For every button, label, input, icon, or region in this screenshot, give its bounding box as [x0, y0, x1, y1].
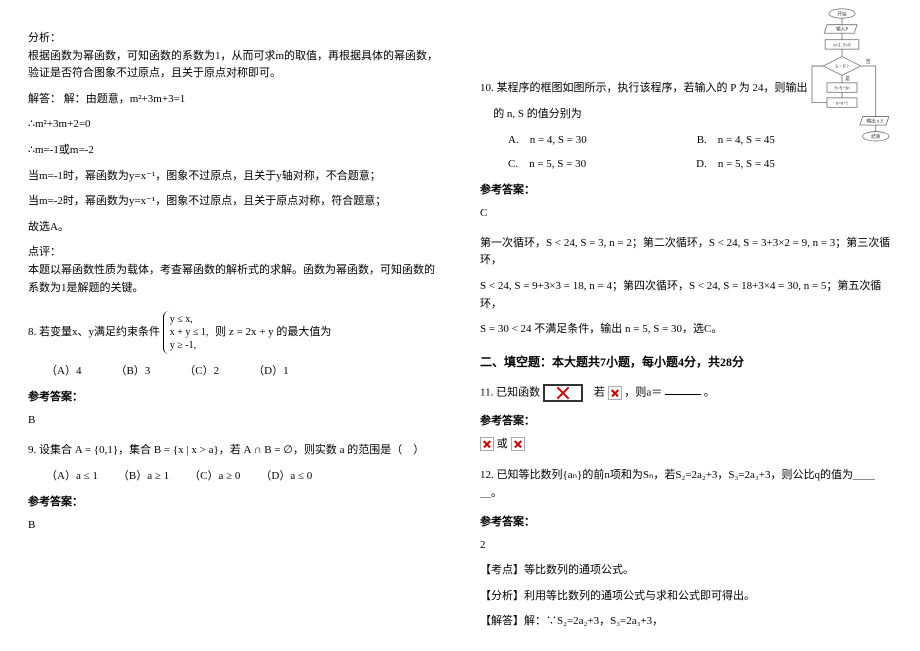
case2: 当m=-2时，幂函数为y=x⁻¹，图象不过原点，且关于原点对称，符合题意；	[28, 193, 440, 211]
solve-label: 解答：	[28, 93, 61, 105]
flow-no: 否	[866, 59, 871, 65]
q10-exp1: 第一次循环，S < 24, S = 3, n = 2；第二次循环，S < 24,…	[480, 235, 892, 270]
q8-answer: B	[28, 412, 440, 430]
q8-tail: 则 z = 2x + y 的最大值为	[215, 326, 331, 338]
q8-optC: （C）2	[184, 362, 219, 378]
q10-optD: D. n = 5, S = 45	[696, 155, 775, 171]
flow-body2: n=n+1	[836, 101, 849, 106]
q12-kaodian: 【考点】等比数列的通项公式。	[480, 562, 892, 580]
q11-stem-d: 。	[704, 386, 715, 398]
q11-ans-or: 或	[497, 438, 508, 450]
q9-optC: （C）a ≥ 0	[189, 467, 240, 483]
q9-optA: （A）a ≤ 1	[46, 467, 98, 483]
q11-stem-b: 若	[594, 386, 605, 398]
review-block: 点评： 本题以幂函数性质为载体，考查幂函数的解析式的求解。函数为幂函数，可知函数…	[28, 244, 440, 297]
left-column: 分析： 根据函数为幂函数，可知函数的系数为1，从而可求m的取值，再根据具体的幂函…	[0, 0, 460, 651]
flow-init: n=1, S=0	[833, 43, 851, 48]
q11-stem-a: 11. 已知函数	[480, 386, 540, 398]
q8-refans-label: 参考答案：	[28, 388, 440, 404]
eq1: ∴m²+3m+2=0	[28, 116, 440, 134]
q9-optD: （D）a ≤ 0	[260, 467, 312, 483]
q9-answer: B	[28, 517, 440, 535]
flowchart-diagram: 开始 输入P n=1, S=0 S < P ? 是 否 S=S+3n n=n+1…	[782, 6, 902, 156]
q8-optB: （B）3	[115, 362, 150, 378]
section-2-header: 二、填空题：本大题共7小题，每小题4分，共28分	[480, 353, 892, 370]
q8-optA: （A）4	[46, 362, 81, 378]
case1: 当m=-1时，幂函数为y=x⁻¹，图象不过原点，且关于y轴对称，不合题意；	[28, 168, 440, 186]
q10-exp2: S < 24, S = 9+3×3 = 18, n = 4；第四次循环，S < …	[480, 278, 892, 313]
blank-field	[665, 384, 701, 395]
q10-exp3: S = 30 < 24 不满足条件，输出 n = 5, S = 30，选C。	[480, 321, 892, 339]
q12-answer: 2	[480, 537, 892, 555]
broken-image-icon	[511, 437, 525, 451]
q8-c2: x + y ≤ 1,	[170, 327, 209, 338]
constraint-brace: y ≤ x, x + y ≤ 1, y ≥ -1,	[163, 311, 213, 354]
q10-answer: C	[480, 205, 892, 223]
q8-optD: （D）1	[253, 362, 288, 378]
q10-optC: C. n = 5, S = 30	[508, 155, 586, 171]
q11-refans-label: 参考答案：	[480, 412, 892, 428]
broken-image-icon	[480, 437, 494, 451]
q8-c1: y ≤ x,	[170, 314, 193, 325]
analysis-text: 根据函数为幂函数，可知函数的系数为1，从而可求m的取值，再根据具体的幂函数，验证…	[28, 50, 438, 80]
q11-answer: 或	[480, 436, 892, 454]
conclusion: 故选A。	[28, 219, 440, 237]
q9-refans-label: 参考答案：	[28, 493, 440, 509]
analysis-block: 分析： 根据函数为幂函数，可知函数的系数为1，从而可求m的取值，再根据具体的幂函…	[28, 30, 440, 83]
q11: 11. 已知函数 若 ，则a＝ 。	[480, 384, 892, 402]
q12-stem: 12. 已知等比数列{aₙ}的前n项和为Sₙ，若S₂=2a₂+3，S₃=2a₃+…	[480, 467, 892, 502]
q9-options: （A）a ≤ 1 （B）a ≥ 1 （C）a ≥ 0 （D）a ≤ 0	[46, 467, 440, 483]
solve-block: 解答： 解：由题意，m²+3m+3=1	[28, 91, 440, 109]
review-text: 本题以幂函数性质为载体，考查幂函数的解析式的求解。函数为幂函数，可知函数的系数为…	[28, 264, 435, 294]
q9-optB: （B）a ≥ 1	[118, 467, 169, 483]
solve-text: 解：由题意，m²+3m+3=1	[64, 93, 186, 105]
analysis-label: 分析：	[28, 32, 61, 44]
broken-image-icon	[608, 386, 622, 400]
review-label: 点评：	[28, 246, 61, 258]
broken-image-icon	[543, 384, 583, 402]
q8-c3: y ≥ -1,	[170, 340, 196, 351]
q8: 8. 若变量x、y满足约束条件 y ≤ x, x + y ≤ 1, y ≥ -1…	[28, 311, 440, 354]
flow-cond: S < P ?	[835, 65, 848, 70]
q10-exp1-text: 第一次循环，S < 24, S = 3, n = 2；第二次循环，S < 24,…	[480, 237, 890, 267]
flow-body1: S=S+3n	[834, 86, 850, 91]
flow-yes: 是	[845, 76, 850, 82]
q12-refans-label: 参考答案：	[480, 513, 892, 529]
q10-optA: A. n = 4, S = 30	[508, 131, 587, 147]
q10-optB: B. n = 4, S = 45	[697, 131, 775, 147]
q10-options-row2: C. n = 5, S = 30 D. n = 5, S = 45	[508, 155, 892, 171]
q8-stem: 8. 若变量x、y满足约束条件	[28, 326, 160, 338]
q10-refans-label: 参考答案：	[480, 181, 892, 197]
q8-options: （A）4 （B）3 （C）2 （D）1	[46, 362, 440, 378]
q12-jieda: 【解答】解：∵S₂=2a₂+3，S₃=2a₃+3，	[480, 613, 892, 631]
q12-fenxi: 【分析】利用等比数列的通项公式与求和公式即可得出。	[480, 588, 892, 606]
q9-stem: 9. 设集合 A = {0,1}，集合 B = {x | x > a}，若 A …	[28, 442, 440, 460]
q11-stem-c: ，则a＝	[624, 386, 662, 398]
eq2: ∴m=-1或m=-2	[28, 142, 440, 160]
right-column: 开始 输入P n=1, S=0 S < P ? 是 否 S=S+3n n=n+1…	[460, 0, 920, 651]
